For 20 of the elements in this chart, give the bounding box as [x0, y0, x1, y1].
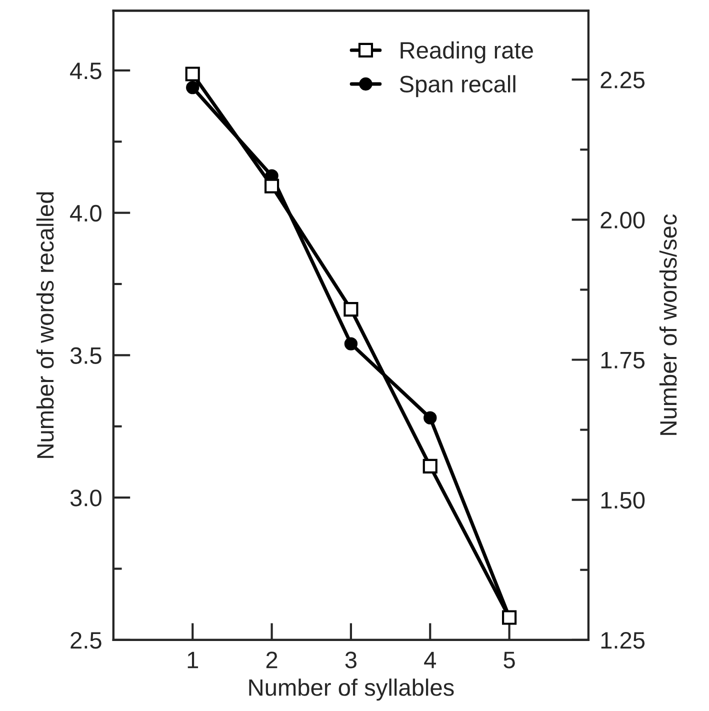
y2-tick-label: 2.00 — [600, 212, 645, 228]
y-tick-label: 3.0 — [70, 490, 102, 506]
y-tick-label: 4.0 — [70, 204, 102, 222]
y-axis-title: Number of words recalled — [36, 192, 54, 458]
x-tick-label: 3 — [345, 652, 356, 668]
y2-tick-label: 1.75 — [601, 352, 645, 369]
y2-tick-label: 1.50 — [601, 492, 645, 509]
x-axis-title: Number of syllables — [249, 678, 454, 701]
y-tick-label: 4.5 — [70, 62, 102, 80]
y-tick-label: 3.5 — [70, 347, 102, 364]
y-tick-label: 2.5 — [70, 632, 102, 649]
legend-label: Span recall — [400, 75, 516, 98]
x-tick-label: 4 — [424, 652, 436, 668]
y2-tick-label: 2.25 — [600, 72, 645, 88]
x-tick-label: 5 — [504, 652, 515, 668]
legend-label: Reading rate — [400, 41, 533, 64]
x-tick-label: 2 — [266, 652, 278, 668]
y2-tick-label: 1.25 — [601, 632, 645, 649]
y2-axis-title: Number of words/sec — [659, 214, 677, 435]
x-tick-label: 1 — [188, 652, 198, 668]
